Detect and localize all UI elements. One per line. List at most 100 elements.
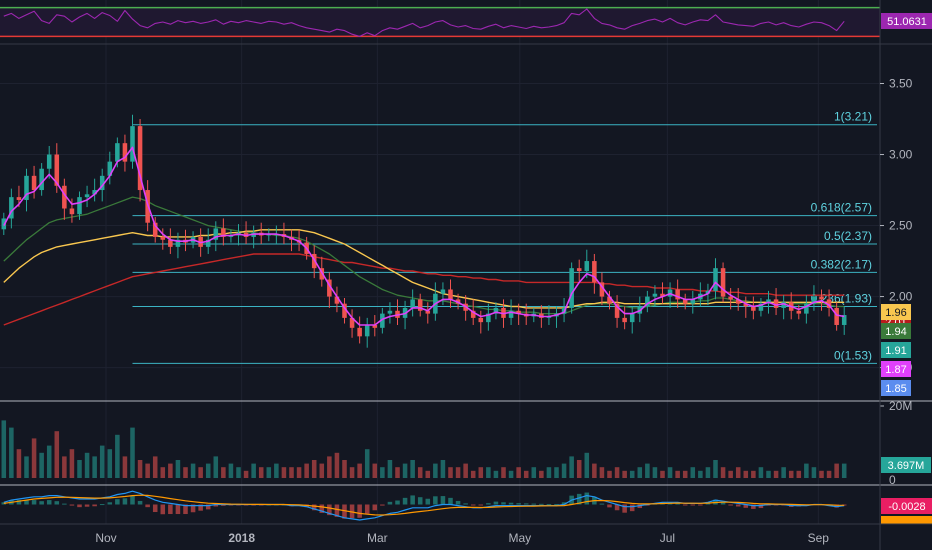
- ma-slow-line: [3, 229, 845, 309]
- volume-bar: [720, 467, 726, 478]
- price-badge-label: 1.87: [885, 364, 906, 376]
- price-badge: [881, 380, 911, 396]
- volume-bar: [24, 456, 29, 478]
- volume-bar: [781, 467, 786, 478]
- volume-bar: [99, 445, 105, 478]
- candle-body: [751, 306, 756, 311]
- macd-histogram-bar: [115, 499, 120, 505]
- candle-body: [576, 268, 582, 272]
- candle-body: [713, 268, 718, 291]
- candle-body: [516, 310, 521, 314]
- volume-bar: [213, 456, 219, 478]
- volume-bar: [54, 431, 60, 478]
- volume-bar: [735, 467, 741, 478]
- volume-bar: [675, 470, 680, 478]
- candle-body: [221, 228, 226, 237]
- price-tick-label: 2.50: [889, 219, 913, 233]
- macd-histogram-bar: [433, 496, 438, 505]
- volume-bar: [622, 470, 627, 478]
- candle-body: [16, 197, 22, 200]
- macd-histogram-bar: [758, 504, 764, 509]
- volume-bar: [788, 470, 794, 478]
- volume-bar: [410, 460, 415, 478]
- volume-bar: [440, 460, 446, 478]
- volume-bar: [205, 463, 211, 478]
- fib-level-label: 0.5(2.37): [824, 229, 872, 243]
- macd-histogram-bar: [1, 502, 7, 505]
- candle-body: [470, 310, 476, 318]
- volume-bar: [841, 463, 847, 478]
- volume-value-badge: [881, 457, 931, 473]
- candle-body: [682, 299, 688, 304]
- candle-body: [720, 268, 726, 297]
- macd-signal-badge: [881, 516, 932, 524]
- fib-level-label: 1(3.21): [834, 110, 872, 124]
- volume-bar: [281, 467, 287, 478]
- macd-signal-line: [3, 494, 845, 516]
- candle-body: [168, 239, 173, 247]
- macd-histogram-bar: [311, 504, 317, 511]
- macd-histogram-bar: [599, 503, 605, 505]
- volume-bar: [289, 467, 294, 478]
- volume-bar: [766, 470, 771, 478]
- macd-histogram-bar: [183, 504, 188, 515]
- macd-histogram-bar: [69, 504, 75, 506]
- volume-bar: [92, 456, 97, 478]
- macd-histogram-bar: [31, 500, 37, 505]
- price-badge: [881, 323, 911, 339]
- price-tick-label: 2.00: [889, 290, 913, 304]
- macd-histogram-bar: [516, 503, 521, 505]
- time-axis[interactable]: Nov 2018 Mar May Jul Sep: [95, 531, 829, 545]
- macd-histogram-bar: [77, 504, 82, 508]
- macd-histogram-bar: [735, 504, 741, 507]
- volume-bar: [561, 463, 567, 478]
- macd-histogram-bar: [637, 504, 643, 509]
- volume-bar: [198, 467, 203, 478]
- candle-body: [675, 289, 680, 300]
- candle-body: [160, 236, 166, 240]
- volume-bar: [728, 470, 733, 478]
- price-badge: [881, 342, 911, 358]
- volume-bar: [569, 456, 574, 478]
- volume-bar: [751, 470, 756, 478]
- ma-fast-line: [3, 146, 845, 326]
- macd-histogram-bar: [728, 504, 733, 506]
- volume-bar: [274, 463, 279, 478]
- candle-body: [811, 296, 817, 304]
- volume-bar: [395, 467, 400, 478]
- candle-body: [440, 289, 446, 294]
- volume-bar: [380, 467, 385, 478]
- volume-bar: [183, 467, 188, 478]
- candle-body: [372, 324, 378, 328]
- price-tick-label: 3.00: [889, 148, 913, 162]
- macd-histogram-bar: [841, 504, 847, 506]
- volume-bar: [455, 467, 461, 478]
- macd-pane: -0.0028: [1, 490, 932, 524]
- volume-bar: [145, 463, 150, 478]
- volume-bar: [266, 467, 272, 478]
- macd-histogram-bar: [46, 500, 52, 505]
- ma-mid-line: [3, 196, 845, 315]
- macd-histogram-bar: [425, 498, 431, 505]
- macd-histogram-bar: [213, 504, 219, 507]
- volume-bar: [713, 460, 718, 478]
- macd-histogram-bar: [622, 504, 627, 513]
- candle-body: [1, 218, 7, 230]
- candle-body: [77, 197, 82, 215]
- candle-body: [652, 293, 658, 297]
- macd-histogram-bar: [395, 500, 400, 505]
- volume-bar: [637, 467, 643, 478]
- macd-histogram-bar: [342, 504, 347, 519]
- macd-histogram-bar: [508, 502, 514, 505]
- volume-bar: [554, 467, 559, 478]
- price-axis[interactable]: 3.503.002.502.001.502.011.961.941.911.87…: [880, 77, 913, 396]
- volume-bar: [46, 445, 52, 478]
- macd-histogram-bar: [122, 498, 128, 505]
- volume-bar: [546, 467, 552, 478]
- candle-body: [31, 175, 37, 191]
- macd-histogram-bar: [402, 497, 408, 505]
- volume-bar: [705, 467, 711, 478]
- candle-body: [349, 317, 355, 328]
- price-badge-label: 1.85: [885, 383, 906, 395]
